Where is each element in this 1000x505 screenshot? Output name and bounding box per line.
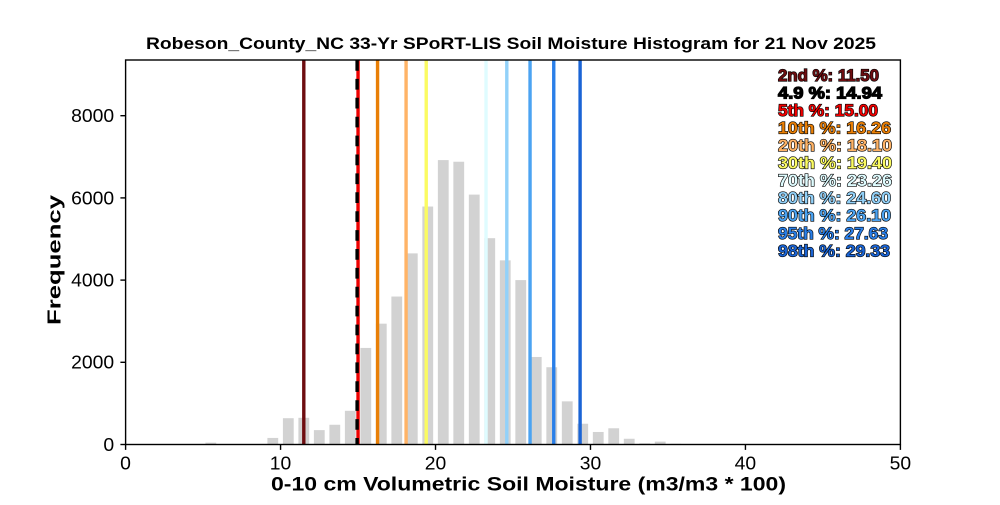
svg-text:70th %: 23.26: 70th %: 23.26 <box>778 171 892 190</box>
svg-text:4.9 %: 14.94: 4.9 %: 14.94 <box>778 83 883 102</box>
svg-text:0: 0 <box>103 435 114 455</box>
svg-text:30: 30 <box>580 453 602 473</box>
svg-text:10: 10 <box>270 453 292 473</box>
svg-text:90th %: 26.10: 90th %: 26.10 <box>778 206 891 225</box>
svg-text:98th %: 29.33: 98th %: 29.33 <box>778 241 890 260</box>
svg-text:2nd %: 11.50: 2nd %: 11.50 <box>778 66 879 85</box>
svg-text:4000: 4000 <box>71 271 114 291</box>
svg-text:20: 20 <box>425 453 447 473</box>
svg-text:8000: 8000 <box>71 106 114 126</box>
svg-text:40: 40 <box>735 453 757 473</box>
svg-text:30th %: 19.40: 30th %: 19.40 <box>778 154 892 173</box>
svg-text:Robeson_County_NC 33-Yr SPoRT-: Robeson_County_NC 33-Yr SPoRT-LIS Soil M… <box>146 34 876 53</box>
svg-text:0: 0 <box>120 453 131 473</box>
svg-text:80th %: 24.60: 80th %: 24.60 <box>778 189 891 208</box>
svg-text:20th %: 18.10: 20th %: 18.10 <box>778 136 892 155</box>
svg-text:50: 50 <box>890 453 912 473</box>
svg-text:2000: 2000 <box>71 353 114 373</box>
svg-text:Frequency: Frequency <box>45 195 65 325</box>
svg-text:0-10 cm Volumetric Soil Moistu: 0-10 cm Volumetric Soil Moisture (m3/m3 … <box>271 475 786 496</box>
svg-text:5th %: 15.00: 5th %: 15.00 <box>778 101 878 120</box>
svg-text:10th %: 16.26: 10th %: 16.26 <box>778 118 891 137</box>
svg-text:95th %: 27.63: 95th %: 27.63 <box>778 224 888 243</box>
svg-text:6000: 6000 <box>71 188 114 208</box>
